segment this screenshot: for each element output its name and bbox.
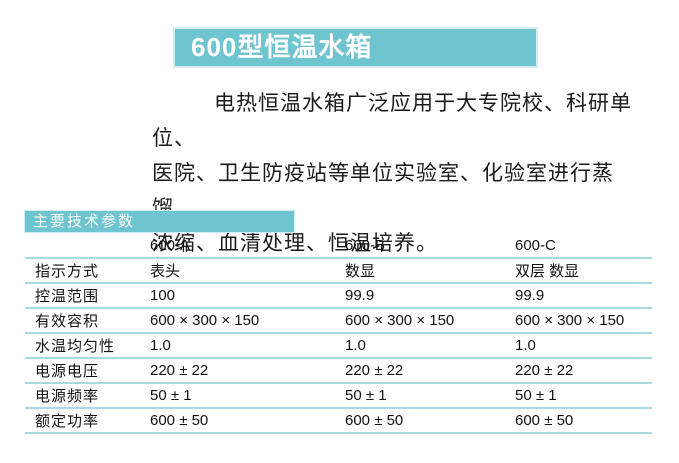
row-label: 电源频率 <box>25 383 150 409</box>
cell-value: 50 ± 1 <box>515 383 652 409</box>
cell-value: 99.9 <box>515 283 652 309</box>
cell-value: 表头 <box>150 258 345 284</box>
table-row-indication-mode: 指示方式 表头 数显 双层 数显 <box>25 258 652 284</box>
cell-value: 220 ± 22 <box>515 358 652 384</box>
row-label: 有效容积 <box>25 308 150 334</box>
row-label: 控温范围 <box>25 283 150 309</box>
column-header-600b: 600-B <box>345 234 515 259</box>
cell-value: 50 ± 1 <box>345 383 515 409</box>
section-label: 主要技术参数 <box>33 213 136 230</box>
cell-value: 220 ± 22 <box>345 358 515 384</box>
row-label: 额定功率 <box>25 408 150 434</box>
product-title-banner: 600型恒温水箱 <box>173 27 538 68</box>
section-label-bar: 主要技术参数 <box>24 210 295 233</box>
cell-value: 1.0 <box>150 333 345 359</box>
column-header-600c: 600-C <box>515 234 652 259</box>
table-row-power-voltage: 电源电压 220 ± 22 220 ± 22 220 ± 22 <box>25 358 652 384</box>
cell-value: 100 <box>150 283 345 309</box>
header-empty-cell <box>25 234 150 259</box>
cell-value: 数显 <box>345 258 515 284</box>
cell-value: 600 × 300 × 150 <box>515 308 652 334</box>
row-label: 水温均匀性 <box>25 333 150 359</box>
cell-value: 600 ± 50 <box>515 408 652 434</box>
cell-value: 220 ± 22 <box>150 358 345 384</box>
table-header-row: 600-A 600-B 600-C <box>25 234 652 259</box>
cell-value: 600 × 300 × 150 <box>150 308 345 334</box>
table-row-temp-range: 控温范围 100 99.9 99.9 <box>25 283 652 309</box>
cell-value: 600 ± 50 <box>150 408 345 434</box>
table-row-power-frequency: 电源频率 50 ± 1 50 ± 1 50 ± 1 <box>25 383 652 409</box>
cell-value: 99.9 <box>345 283 515 309</box>
cell-value: 双层 数显 <box>515 258 652 284</box>
product-title: 600型恒温水箱 <box>191 32 373 62</box>
cell-value: 1.0 <box>515 333 652 359</box>
table-row-rated-power: 额定功率 600 ± 50 600 ± 50 600 ± 50 <box>25 408 652 434</box>
cell-value: 600 × 300 × 150 <box>345 308 515 334</box>
intro-paragraph: 电热恒温水箱广泛应用于大专院校、科研单位、 医院、卫生防疫站等单位实验室、化验室… <box>152 86 654 261</box>
table-row-effective-volume: 有效容积 600 × 300 × 150 600 × 300 × 150 600… <box>25 308 652 334</box>
intro-line: 电热恒温水箱广泛应用于大专院校、科研单位、 <box>152 92 632 150</box>
cell-value: 600 ± 50 <box>345 408 515 434</box>
table-row-water-temp-uniformity: 水温均匀性 1.0 1.0 1.0 <box>25 333 652 359</box>
row-label: 指示方式 <box>25 258 150 284</box>
cell-value: 50 ± 1 <box>150 383 345 409</box>
spec-table: 600-A 600-B 600-C 指示方式 表头 数显 双层 数显 控温范围 … <box>25 234 652 434</box>
column-header-600a: 600-A <box>150 234 345 259</box>
row-label: 电源电压 <box>25 358 150 384</box>
cell-value: 1.0 <box>345 333 515 359</box>
